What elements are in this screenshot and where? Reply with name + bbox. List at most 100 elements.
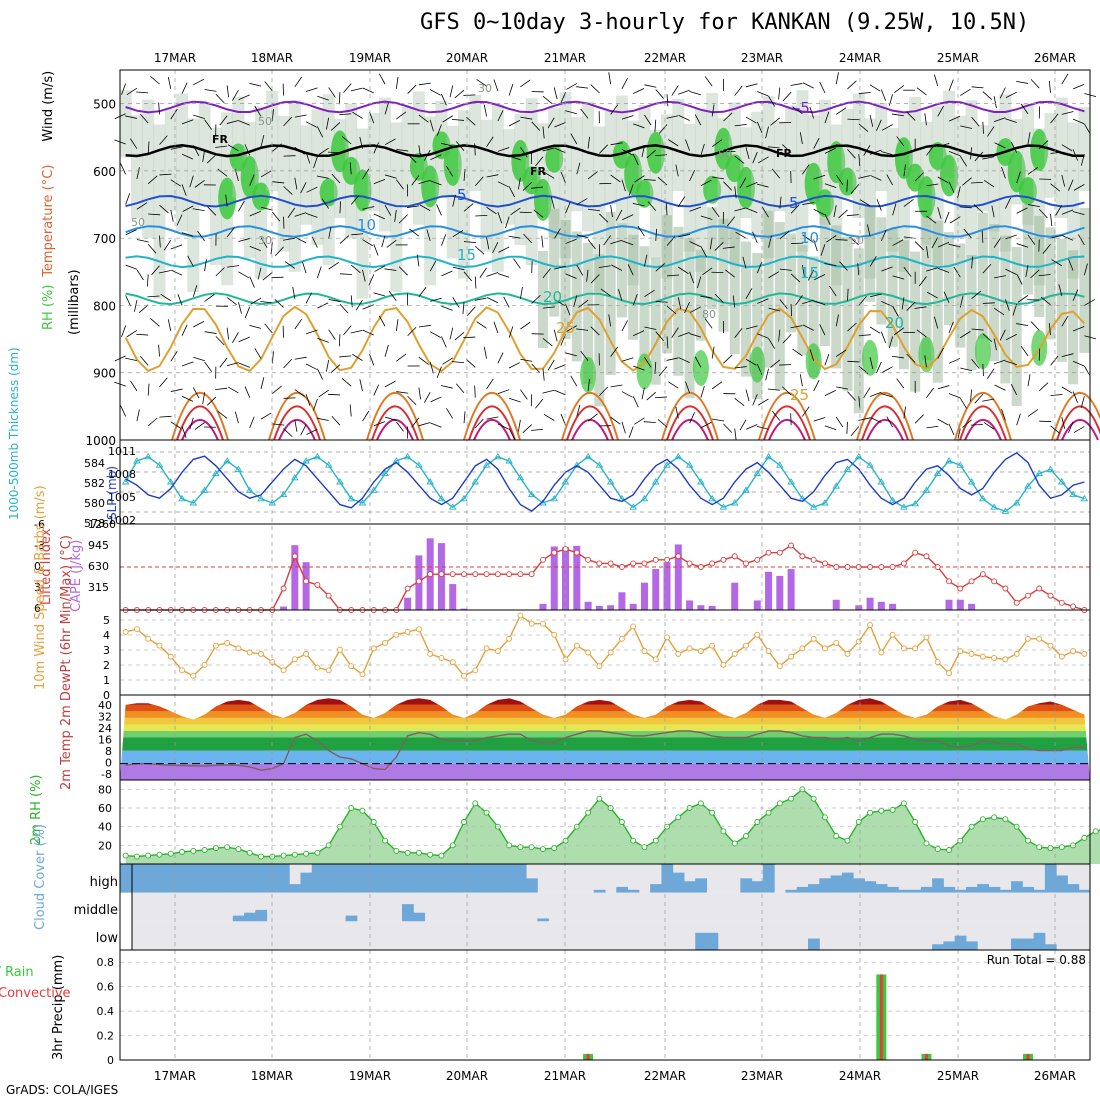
wind-barb <box>820 244 826 256</box>
wind-barb <box>197 230 205 242</box>
wind-barb <box>770 359 781 368</box>
cloud-cell <box>390 864 403 893</box>
wind10-point <box>517 612 524 619</box>
rh2m-point <box>280 852 287 859</box>
thickness-point <box>730 499 739 506</box>
rh-green-cell <box>443 143 462 186</box>
wind10-point <box>258 650 264 657</box>
wind-barb <box>542 147 555 152</box>
wind-barb <box>430 297 442 302</box>
thickness-point <box>381 469 389 477</box>
thickness-point <box>606 478 615 485</box>
wind10-point <box>472 667 479 674</box>
rh-cell-low <box>1068 250 1079 385</box>
wind-barb <box>543 171 555 179</box>
wind10-point <box>1081 650 1088 657</box>
rh2m-point <box>855 819 862 825</box>
lifted-index-point <box>878 564 885 570</box>
cloud-cell <box>706 932 719 950</box>
wind-barb <box>926 183 939 187</box>
wind-barb <box>238 94 250 100</box>
cloud-cell <box>909 889 922 893</box>
wind-barb <box>125 115 138 119</box>
wind-barb <box>418 82 431 86</box>
wind10-point <box>1013 650 1020 657</box>
wind-barb <box>352 111 363 119</box>
wind10-point <box>370 645 377 652</box>
wind-barb <box>1072 118 1085 125</box>
wind-barb <box>1061 144 1073 152</box>
warm-contour <box>1056 405 1100 441</box>
wind-barb <box>384 102 389 115</box>
warm-contour <box>371 405 419 441</box>
thickness-point <box>358 499 367 506</box>
wind-barb <box>565 202 571 214</box>
wind-barb <box>790 83 803 86</box>
wind-barb <box>685 139 690 151</box>
cloud-cell <box>977 884 989 893</box>
wind-barb <box>287 207 296 218</box>
bottom-date-label: 21MAR <box>544 1069 586 1083</box>
wind-barb <box>452 194 456 207</box>
wind-barb <box>768 96 776 107</box>
rh-cell <box>503 129 516 225</box>
lifted-index-point <box>280 585 287 592</box>
wind-barb <box>181 82 188 94</box>
wind-barb <box>226 227 235 238</box>
wind-barb <box>752 151 758 164</box>
wind-barb <box>1027 132 1031 145</box>
rh-cell <box>130 115 143 218</box>
wind-barb <box>339 273 352 275</box>
wind-barb <box>454 89 465 99</box>
li-tick: -3 <box>34 539 45 552</box>
li-tick: 6 <box>34 602 41 615</box>
wind-barb <box>338 334 341 347</box>
wind-barb <box>869 84 881 92</box>
rh2m-tick: 80 <box>98 783 112 796</box>
rh-cell-low <box>549 208 560 317</box>
wind-barb <box>732 295 736 308</box>
wind-barb <box>170 179 182 187</box>
wind-barb <box>742 256 747 269</box>
wind-barb <box>463 241 477 243</box>
wind10-point <box>314 664 321 671</box>
wind-barb <box>580 108 589 119</box>
rh-cell <box>300 125 313 225</box>
wind-barb <box>610 104 619 115</box>
warm-contour <box>278 419 316 441</box>
wind10-point <box>833 639 840 646</box>
wind10-point <box>1025 635 1031 642</box>
wind10-point <box>754 631 761 638</box>
rh-contour-label: 50 <box>718 148 732 161</box>
wind-barb <box>418 114 429 123</box>
isotherm-label: FR <box>212 133 229 146</box>
rh-cell <box>1044 113 1057 198</box>
wind-barb <box>566 325 578 332</box>
wind-barb <box>249 245 261 252</box>
wind-barb <box>1061 386 1073 394</box>
wind-barb <box>436 204 442 216</box>
wind-barb <box>441 336 447 348</box>
wind-barb <box>779 268 792 271</box>
wind-barb <box>944 211 950 224</box>
wind-barb <box>632 396 639 408</box>
wind-barb <box>1016 207 1028 214</box>
wind-barb <box>227 265 240 268</box>
wind-barb <box>667 274 680 277</box>
wind-barb <box>542 95 553 105</box>
wind-barb <box>937 347 944 359</box>
wind-barb <box>300 424 307 436</box>
wind-barb <box>646 391 657 401</box>
precip-ylabel: 3hr Precip (mm) <box>51 955 66 1060</box>
wind-barb <box>454 332 465 341</box>
wind-barb <box>700 215 713 220</box>
wind-barb <box>943 291 950 303</box>
wind-barb <box>634 417 645 425</box>
wind-barb <box>901 297 905 310</box>
wind10-point <box>900 645 907 652</box>
wind-barb <box>1058 284 1063 297</box>
wind-barb <box>903 266 912 277</box>
thickness-point <box>651 478 660 485</box>
cloud-cell <box>661 864 674 893</box>
cape-bar <box>945 599 953 610</box>
